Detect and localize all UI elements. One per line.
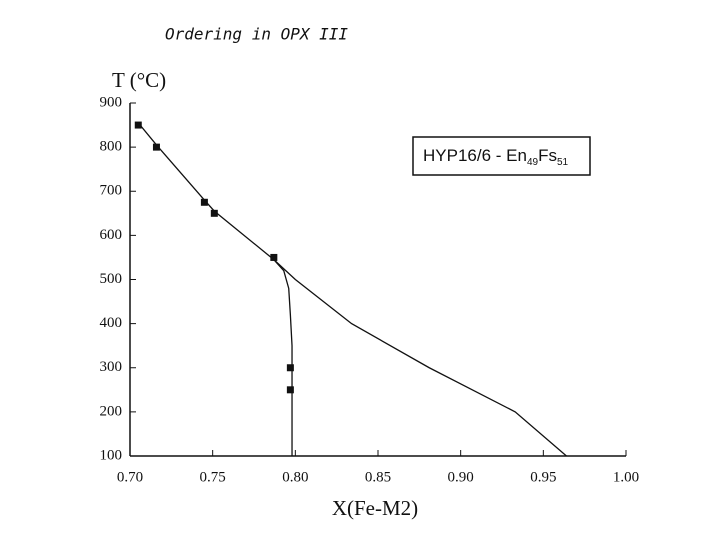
x-tick-label: 1.00 [613, 469, 639, 485]
y-tick-label: 300 [100, 359, 123, 375]
y-tick-label: 900 [100, 94, 123, 110]
point [200, 198, 208, 206]
y-tick-label: 800 [100, 139, 123, 155]
y-tick-label: 100 [100, 447, 123, 463]
x-tick-label: 0.95 [530, 469, 556, 485]
annotation: HYP16/6 - En49Fs51 [423, 146, 569, 167]
annotation-sub: 51 [557, 157, 569, 168]
point [286, 364, 294, 372]
annotation-sub: 49 [527, 157, 539, 168]
annotation-part: Fs [538, 146, 557, 165]
point [134, 121, 142, 129]
x-tick-label: 0.85 [365, 469, 391, 485]
x-tick-label: 0.70 [117, 469, 143, 485]
point [152, 143, 160, 151]
y-tick-label: 400 [100, 315, 123, 331]
chart-title: Ordering in OPX III [165, 25, 348, 44]
annotation-box [412, 136, 591, 176]
point [210, 209, 218, 217]
point [286, 386, 294, 394]
x-tick-label: 0.80 [282, 469, 308, 485]
y-tick-label: 500 [100, 271, 123, 287]
x-tick-label: 0.75 [200, 469, 226, 485]
curve [273, 259, 293, 456]
x-tick-label: 0.90 [448, 469, 474, 485]
y-axis-label: T (°C) [112, 68, 166, 92]
curve [137, 122, 567, 457]
x-axis-label: X(Fe-M2) [332, 496, 418, 520]
y-tick-label: 200 [100, 403, 123, 419]
annotation-part: HYP16/6 - En [423, 146, 527, 165]
point [270, 253, 278, 261]
y-tick-label: 600 [100, 227, 123, 243]
y-tick-label: 700 [100, 183, 123, 199]
